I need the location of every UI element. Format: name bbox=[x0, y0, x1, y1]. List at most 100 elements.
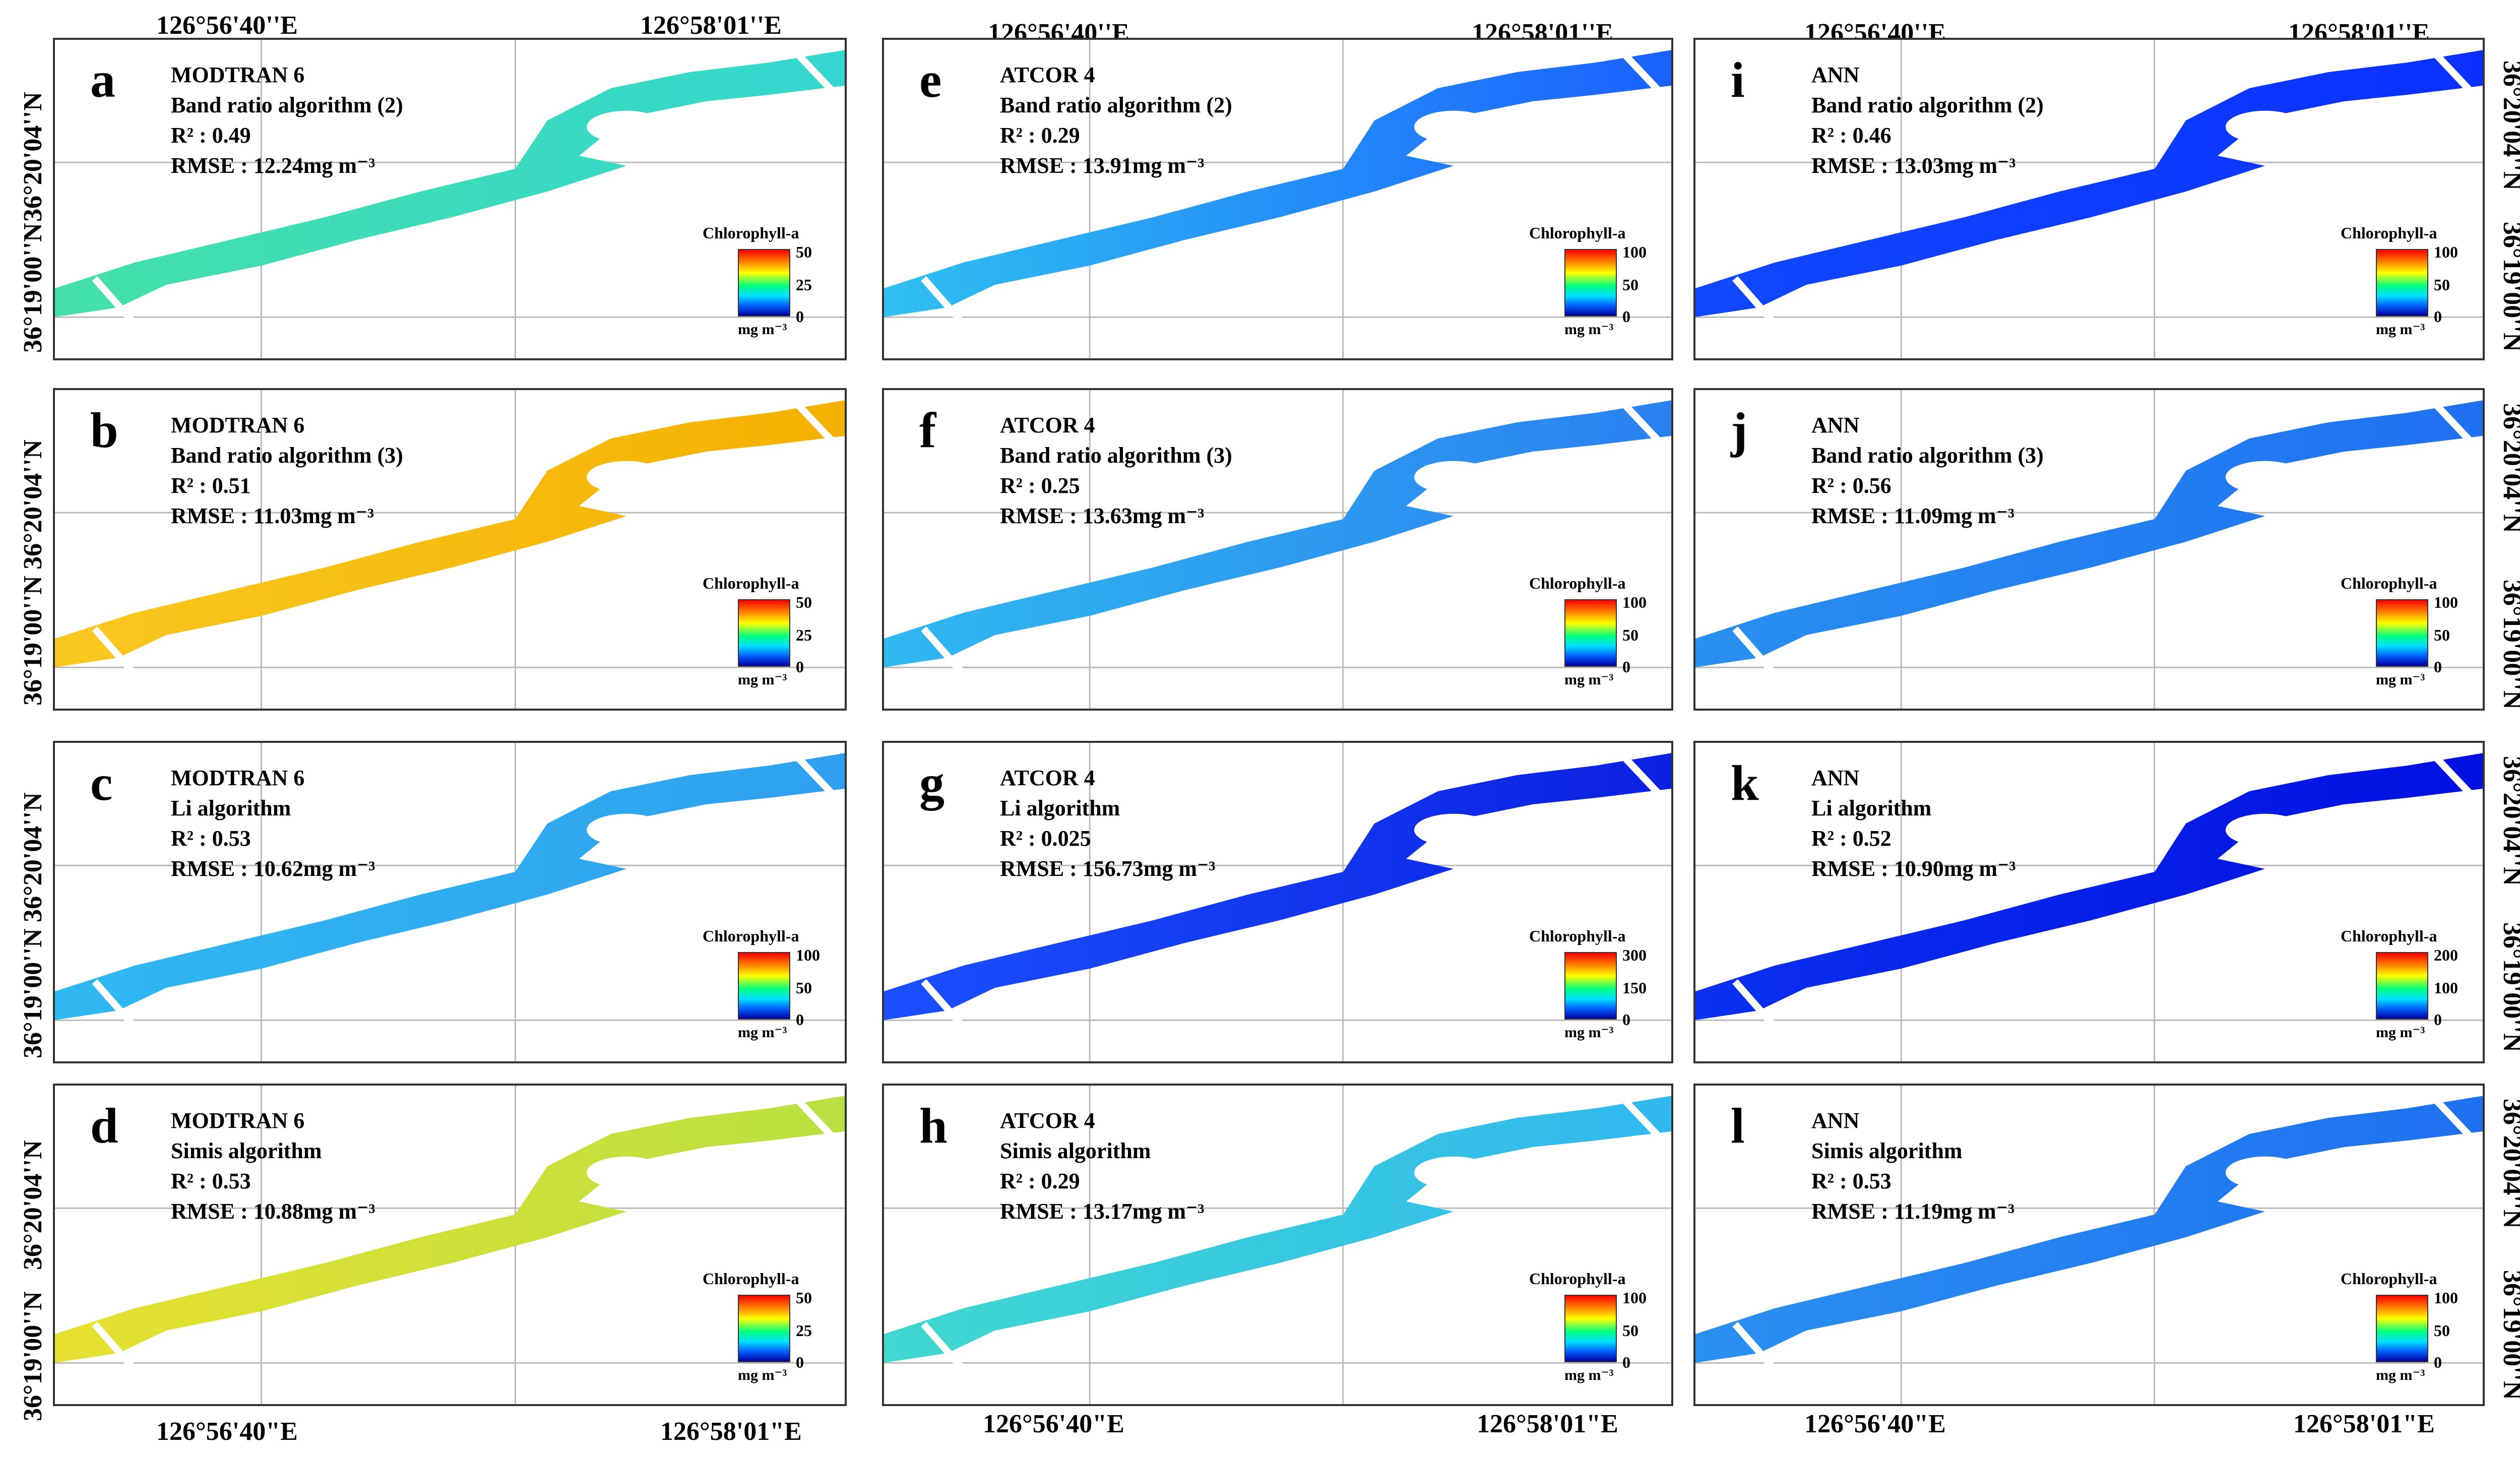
panel-r2: R² : 0.53 bbox=[1811, 1169, 1892, 1193]
panel-letter: d bbox=[90, 1098, 118, 1154]
colorbar-tick: 50 bbox=[2434, 276, 2450, 294]
island bbox=[2225, 110, 2305, 143]
island bbox=[587, 1156, 666, 1189]
legend-unit: mg m⁻³ bbox=[1564, 671, 1614, 688]
panel-letter: i bbox=[1731, 52, 1745, 108]
colorbar bbox=[1564, 599, 1617, 667]
colorbar-legend: Chlorophyll-a 100 50 0 mg m⁻³ bbox=[703, 927, 824, 1053]
panel-r2: R² : 0.49 bbox=[171, 123, 251, 148]
panel-algo: Band ratio algorithm (3) bbox=[1000, 443, 1232, 468]
panel-algo: Li algorithm bbox=[1811, 796, 1932, 820]
colorbar-legend: Chlorophyll-a 300 150 0 mg m⁻³ bbox=[1529, 927, 1650, 1053]
panel-info: ATCOR 4 Li algorithm R² : 0.025 RMSE : 156.… bbox=[1000, 763, 1216, 884]
map-panel-l: l ANN Simis algorithm R² : 0.53 RMSE : 11.19… bbox=[1693, 1084, 2485, 1406]
panel-algo: Simis algorithm bbox=[171, 1138, 322, 1163]
bridge-line bbox=[921, 979, 966, 1029]
colorbar-tick: 300 bbox=[1622, 946, 1647, 964]
legend-title: Chlorophyll-a bbox=[2341, 927, 2437, 945]
panel-method: ANN bbox=[1811, 1108, 1860, 1133]
river-map bbox=[55, 743, 845, 1061]
island bbox=[587, 461, 666, 493]
river-chlorophyll-map bbox=[1695, 400, 2483, 667]
island bbox=[2225, 813, 2305, 846]
colorbar-legend: Chlorophyll-a 100 50 0 mg m⁻³ bbox=[1529, 1270, 1650, 1396]
colorbar-tick: 50 bbox=[796, 593, 812, 611]
lat-label-right: 36°19'00''N bbox=[2498, 1270, 2520, 1400]
river-map bbox=[1695, 390, 2483, 709]
lon-label-top: 126°56'40''E bbox=[156, 11, 298, 40]
river-chlorophyll-map bbox=[884, 753, 1671, 1020]
legend-unit: mg m⁻³ bbox=[2376, 1024, 2425, 1041]
panel-info: ATCOR 4 Band ratio algorithm (2) R² : 0.29… bbox=[1000, 60, 1232, 181]
colorbar-tick: 25 bbox=[796, 1321, 812, 1340]
legend-title: Chlorophyll-a bbox=[2341, 224, 2437, 242]
bridge-line bbox=[92, 626, 137, 676]
colorbar-legend: Chlorophyll-a 50 25 0 mg m⁻³ bbox=[703, 224, 824, 350]
panel-algo: Band ratio algorithm (3) bbox=[1811, 443, 2044, 468]
map-panel-h: h ATCOR 4 Simis algorithm R² : 0.29 RMSE : 1… bbox=[882, 1084, 1673, 1406]
colorbar-tick: 100 bbox=[2434, 1289, 2458, 1307]
panel-algo: Band ratio algorithm (2) bbox=[1000, 93, 1232, 117]
colorbar-tick: 100 bbox=[2434, 593, 2458, 611]
colorbar bbox=[738, 249, 790, 316]
panel-letter: c bbox=[90, 755, 113, 811]
panel-info: ANN Li algorithm R² : 0.52 RMSE : 10.90mg m… bbox=[1811, 763, 2016, 884]
bridge-line bbox=[1732, 1321, 1778, 1372]
colorbar-legend: Chlorophyll-a 100 50 0 mg m⁻³ bbox=[2341, 574, 2462, 700]
river-chlorophyll-map bbox=[1695, 753, 2483, 1020]
panel-r2: R² : 0.52 bbox=[1811, 826, 1892, 851]
legend-unit: mg m⁻³ bbox=[738, 1024, 787, 1041]
river-map bbox=[884, 390, 1671, 709]
panel-algo: Li algorithm bbox=[171, 796, 291, 820]
colorbar-legend: Chlorophyll-a 100 50 0 mg m⁻³ bbox=[2341, 224, 2462, 350]
lat-label-right: 36°20'04''N bbox=[2498, 756, 2520, 886]
panel-method: MODTRAN 6 bbox=[171, 766, 305, 790]
colorbar-tick: 0 bbox=[1622, 658, 1630, 676]
panel-method: MODTRAN 6 bbox=[171, 1108, 305, 1133]
map-panel-f: f ATCOR 4 Band ratio algorithm (3) R² : 0.2… bbox=[882, 388, 1673, 711]
lon-label-bottom: 126°58'01"E bbox=[2293, 1410, 2435, 1438]
river-map bbox=[1695, 743, 2483, 1061]
legend-title: Chlorophyll-a bbox=[1529, 224, 1626, 242]
panel-r2: R² : 0.53 bbox=[171, 826, 251, 851]
legend-unit: mg m⁻³ bbox=[1564, 1024, 1614, 1041]
map-panel-d: d MODTRAN 6 Simis algorithm R² : 0.53 RMSE :… bbox=[53, 1084, 847, 1406]
colorbar-tick: 50 bbox=[1622, 276, 1639, 294]
bridge-line bbox=[921, 626, 966, 676]
lat-label-left: 36°20'04''N bbox=[19, 92, 47, 222]
panel-algo: Simis algorithm bbox=[1811, 1138, 1963, 1163]
panel-letter: f bbox=[919, 402, 936, 458]
panel-info: ANN Simis algorithm R² : 0.53 RMSE : 11.19m… bbox=[1811, 1106, 2014, 1227]
map-panel-e: e ATCOR 4 Band ratio algorithm (2) R² : 0.2… bbox=[882, 38, 1673, 360]
panel-letter: j bbox=[1731, 402, 1748, 458]
legend-unit: mg m⁻³ bbox=[738, 1367, 787, 1383]
panel-r2: R² : 0.025 bbox=[1000, 826, 1091, 851]
panel-r2: R² : 0.56 bbox=[1811, 473, 1892, 498]
colorbar-tick: 50 bbox=[2434, 1321, 2450, 1340]
bridge-line bbox=[1617, 47, 1662, 94]
panel-algo: Simis algorithm bbox=[1000, 1138, 1151, 1163]
bridge-line bbox=[92, 276, 137, 326]
panel-rmse: RMSE : 13.91mg m⁻³ bbox=[1000, 153, 1205, 178]
panel-rmse: RMSE : 12.24mg m⁻³ bbox=[171, 153, 375, 178]
colorbar-tick: 100 bbox=[1622, 243, 1647, 261]
colorbar-tick: 50 bbox=[796, 243, 812, 261]
map-panel-j: j ANN Band ratio algorithm (3) R² : 0.56 RMS… bbox=[1693, 388, 2485, 711]
panel-method: ATCOR 4 bbox=[1000, 766, 1095, 790]
river-map bbox=[884, 1086, 1671, 1404]
river-chlorophyll-map bbox=[884, 400, 1671, 667]
river-map bbox=[55, 390, 845, 709]
colorbar-tick: 50 bbox=[796, 979, 812, 997]
colorbar bbox=[2376, 249, 2428, 316]
colorbar-legend: Chlorophyll-a 50 25 0 mg m⁻³ bbox=[703, 1270, 824, 1396]
lat-label-right: 36°19'00''N bbox=[2498, 580, 2520, 710]
panel-rmse: RMSE : 10.62mg m⁻³ bbox=[171, 856, 375, 881]
lat-label-right: 36°20'04''N bbox=[2498, 1099, 2520, 1229]
legend-title: Chlorophyll-a bbox=[703, 574, 799, 592]
panel-method: ANN bbox=[1811, 766, 1860, 790]
panel-rmse: RMSE : 13.17mg m⁻³ bbox=[1000, 1199, 1205, 1224]
colorbar bbox=[2376, 1295, 2428, 1362]
panel-rmse: RMSE : 156.73mg m⁻³ bbox=[1000, 856, 1216, 881]
colorbar bbox=[1564, 249, 1617, 316]
legend-title: Chlorophyll-a bbox=[703, 1270, 799, 1288]
